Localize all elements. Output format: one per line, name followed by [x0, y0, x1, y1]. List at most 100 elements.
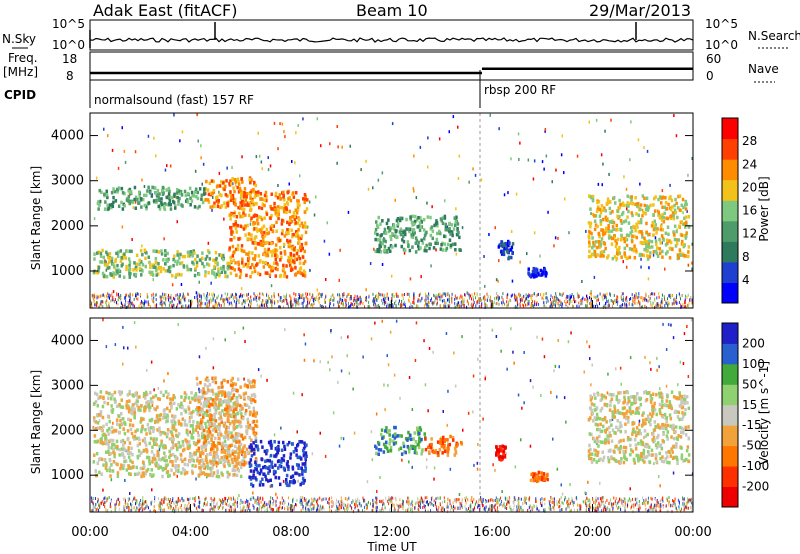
echo-pixel — [272, 224, 275, 228]
noise-pixel — [266, 303, 267, 307]
noise-pixel — [171, 509, 173, 512]
noise-pixel — [525, 501, 527, 505]
noise-pixel — [480, 500, 482, 503]
scatter-pixel — [553, 244, 555, 248]
noise-pixel — [427, 294, 428, 298]
noise-pixel — [95, 302, 97, 306]
noise-pixel — [226, 297, 228, 301]
noise-pixel — [534, 504, 536, 508]
noise-pixel — [91, 509, 92, 513]
scatter-pixel — [319, 431, 321, 435]
noise-pixel — [123, 304, 125, 308]
echo-pixel — [303, 210, 307, 214]
noise-pixel — [162, 292, 164, 296]
noise-pixel — [630, 297, 632, 300]
noise-pixel — [436, 507, 437, 511]
echo-pixel — [620, 255, 623, 259]
noise-pixel — [620, 508, 622, 511]
echo-pixel — [655, 251, 659, 256]
echo-pixel — [660, 201, 663, 205]
noise-pixel — [573, 298, 575, 301]
noise-pixel — [204, 498, 206, 502]
noise-pixel — [147, 295, 149, 299]
noise-pixel — [668, 294, 670, 298]
echo-pixel — [631, 234, 634, 238]
scatter-pixel — [381, 263, 384, 266]
scatter-pixel — [420, 275, 422, 279]
echo-pixel — [105, 192, 109, 197]
echo-pixel — [112, 195, 115, 200]
noise-pixel — [404, 293, 405, 296]
echo-pixel — [215, 199, 219, 203]
noise-pixel — [277, 293, 279, 297]
noise-pixel — [387, 296, 389, 300]
echo-pixel — [205, 179, 208, 184]
echo-pixel — [191, 254, 194, 258]
echo-pixel — [239, 214, 242, 219]
noise-pixel — [576, 509, 578, 512]
scatter-pixel — [105, 268, 108, 272]
noise-pixel — [323, 507, 325, 511]
echo-pixel — [159, 203, 162, 208]
echo-pixel — [673, 237, 677, 242]
echo-pixel — [599, 254, 602, 258]
echo-pixel — [265, 198, 268, 203]
noise-pixel — [634, 301, 636, 305]
echo-pixel — [178, 256, 181, 260]
echo-pixel — [591, 252, 594, 257]
noise-pixel — [253, 297, 255, 301]
noise-pixel — [278, 509, 280, 513]
noise-pixel — [129, 297, 131, 301]
noise-pixel — [490, 509, 492, 513]
noise-pixel — [647, 299, 649, 303]
echo-pixel — [630, 247, 634, 252]
echo-pixel — [97, 250, 101, 254]
echo-pixel — [588, 194, 591, 198]
noise-pixel — [684, 301, 686, 305]
echo-pixel — [417, 244, 420, 248]
noise-pixel — [420, 500, 422, 504]
scatter-pixel — [194, 169, 197, 173]
noise-pixel — [506, 499, 508, 503]
scatter-pixel — [243, 377, 245, 381]
echo-pixel — [274, 193, 278, 198]
echo-pixel — [289, 220, 292, 224]
echo-pixel — [289, 251, 292, 256]
noise-pixel — [114, 509, 116, 513]
echo-pixel — [611, 256, 615, 261]
noise-pixel — [336, 505, 338, 508]
noise-pixel — [182, 499, 183, 503]
noise-pixel — [433, 301, 435, 305]
noise-pixel — [581, 298, 583, 302]
noise-pixel — [624, 302, 626, 306]
noise-pixel — [497, 506, 498, 510]
echo-pixel — [645, 239, 648, 244]
noise-pixel — [253, 496, 254, 500]
echo-pixel — [290, 246, 294, 251]
echo-pixel — [116, 190, 119, 194]
noise-pixel — [194, 499, 196, 503]
noise-pixel — [127, 300, 129, 304]
echo-pixel — [604, 246, 607, 251]
noise-pixel — [526, 497, 528, 500]
noise-pixel — [550, 298, 551, 301]
echo-pixel — [658, 247, 661, 251]
noise-pixel — [650, 303, 652, 307]
noise-pixel — [527, 295, 529, 299]
noise-pixel — [424, 506, 426, 510]
noise-pixel — [308, 301, 310, 305]
echo-pixel — [117, 204, 121, 208]
noise-pixel — [673, 298, 675, 302]
echo-pixel — [158, 207, 162, 211]
echo-pixel — [434, 241, 437, 245]
echo-pixel — [205, 254, 209, 259]
noise-pixel — [545, 305, 547, 309]
noise-pixel — [536, 504, 538, 508]
scatter-pixel — [625, 265, 628, 269]
echo-pixel — [684, 207, 688, 211]
echo-pixel — [279, 197, 283, 201]
noise-pixel — [690, 296, 692, 300]
echo-pixel — [678, 248, 682, 252]
echo-pixel — [403, 229, 406, 234]
noise-pixel — [160, 299, 162, 303]
